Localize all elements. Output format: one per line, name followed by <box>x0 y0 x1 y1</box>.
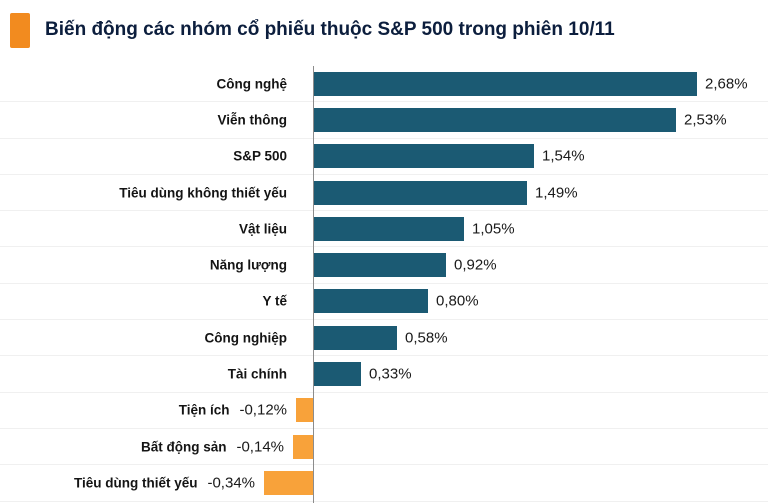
chart-row: Tiện ích -0,12% <box>0 393 768 429</box>
category-label: S&P 500 <box>233 148 287 164</box>
category-label: Tiện ích <box>178 402 230 418</box>
chart-row: Bất động sản -0,14% <box>0 429 768 466</box>
bar-positive <box>314 144 534 169</box>
value-label: -0,34% <box>207 474 255 492</box>
value-label: 2,68% <box>705 75 748 93</box>
bar-positive <box>314 71 697 96</box>
category-label: Viễn thông <box>217 112 288 128</box>
bar-positive <box>314 216 464 241</box>
chart-row: Tài chính 0,33% <box>0 356 768 393</box>
category-label: Y tế <box>262 293 287 309</box>
chart-row: Tiêu dùng thiết yếu -0,34% <box>0 465 768 502</box>
accent-square-icon <box>10 13 30 48</box>
chart-row: Công nghiệp 0,58% <box>0 320 768 357</box>
bar-positive <box>314 253 446 278</box>
chart-row: S&P 500 1,54% <box>0 139 768 175</box>
chart-row: Y tế 0,80% <box>0 284 768 321</box>
bar-chart: Công nghệ 2,68% Viễn thông 2,53% S&P 500 1,54… <box>0 66 768 503</box>
category-label: Năng lượng <box>209 257 287 273</box>
chart-row: Tiêu dùng không thiết yếu 1,49% <box>0 175 768 212</box>
chart-row: Năng lượng 0,92% <box>0 247 768 284</box>
value-label: 1,05% <box>472 220 515 238</box>
bar-positive <box>314 325 397 350</box>
bar-negative <box>264 470 313 495</box>
chart-row: Công nghệ 2,68% <box>0 66 768 103</box>
category-label: Công nghệ <box>216 76 288 92</box>
category-label: Tiêu dùng thiết yếu <box>73 475 198 491</box>
page-title: Biến động các nhóm cổ phiếu thuộc S&P 50… <box>45 19 615 41</box>
category-label: Bất động sản <box>140 439 227 455</box>
category-label: Công nghiệp <box>204 330 287 346</box>
bar-negative <box>296 398 313 423</box>
bar-positive <box>314 289 428 314</box>
negative-label-group: Tiêu dùng thiết yếu -0,34% <box>0 474 255 491</box>
bar-negative <box>293 434 313 459</box>
bar-positive <box>314 107 676 132</box>
bar-positive <box>314 180 527 205</box>
value-label: 1,54% <box>542 147 585 165</box>
value-label: 0,33% <box>369 365 412 383</box>
negative-label-group: Bất động sản -0,14% <box>0 438 284 455</box>
value-label: 2,53% <box>684 111 727 129</box>
chart-row: Viễn thông 2,53% <box>0 102 768 139</box>
category-label: Tiêu dùng không thiết yếu <box>119 185 287 201</box>
zero-axis-line <box>313 66 314 503</box>
negative-label-group: Tiện ích -0,12% <box>0 402 287 419</box>
chart-header: Biến động các nhóm cổ phiếu thuộc S&P 50… <box>10 13 615 48</box>
category-label: Tài chính <box>227 366 287 382</box>
value-label: -0,12% <box>239 401 287 419</box>
value-label: -0,14% <box>236 438 284 456</box>
category-label: Vật liệu <box>238 221 287 237</box>
value-label: 0,58% <box>405 329 448 347</box>
value-label: 0,92% <box>454 256 497 274</box>
value-label: 0,80% <box>436 292 479 310</box>
value-label: 1,49% <box>535 184 578 202</box>
bar-positive <box>314 362 361 387</box>
chart-row: Vật liệu 1,05% <box>0 211 768 248</box>
